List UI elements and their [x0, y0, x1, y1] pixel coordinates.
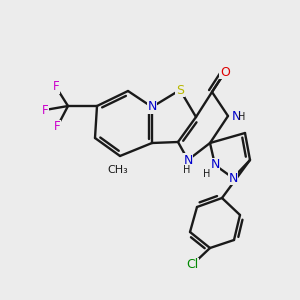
- Text: O: O: [220, 65, 230, 79]
- Text: F: F: [54, 121, 60, 134]
- Text: N: N: [147, 100, 157, 113]
- Text: F: F: [42, 103, 48, 116]
- Text: N: N: [232, 110, 242, 122]
- Text: F: F: [53, 80, 59, 94]
- Text: H: H: [183, 165, 191, 175]
- Text: Cl: Cl: [186, 259, 198, 272]
- Text: N: N: [210, 158, 220, 172]
- Text: H: H: [203, 169, 211, 179]
- Text: CH₃: CH₃: [108, 165, 128, 175]
- Text: N: N: [228, 172, 238, 184]
- Text: S: S: [176, 83, 184, 97]
- Text: N: N: [183, 154, 193, 166]
- Text: H: H: [238, 112, 245, 122]
